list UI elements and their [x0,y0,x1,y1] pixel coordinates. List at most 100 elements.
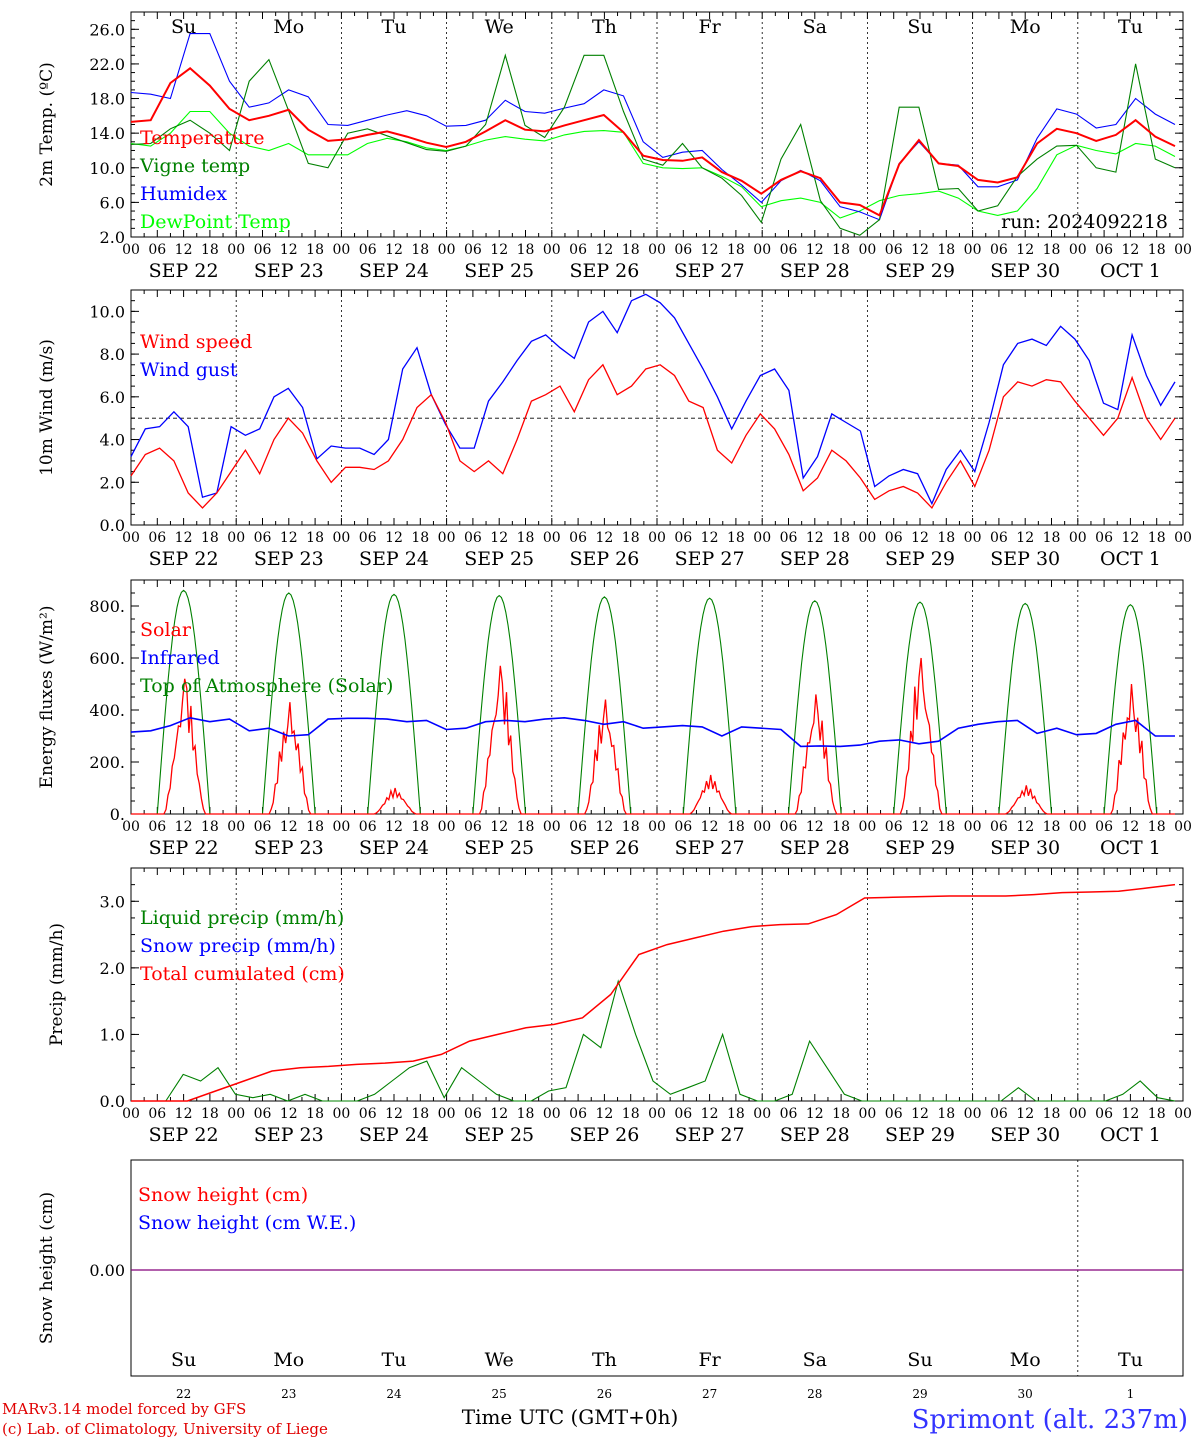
hour-tick-label: 18 [622,242,640,258]
hour-tick-label: 18 [1043,819,1061,835]
hour-tick-label: 18 [937,819,955,835]
hour-tick-label: 00 [648,530,666,546]
y-tick-label: 6.0 [100,388,125,407]
y-tick-label: 6.0 [100,193,125,212]
hour-tick-label: 18 [1148,819,1166,835]
date-label: SEP 23 [254,548,324,570]
date-label: SEP 27 [675,837,745,859]
date-label: SEP 23 [254,1124,324,1146]
hour-tick-label: 00 [438,819,456,835]
hour-tick-label: 00 [964,819,982,835]
hour-tick-label: 18 [411,819,429,835]
hour-tick-label: 12 [595,242,613,258]
hour-tick-label: 06 [254,530,272,546]
hour-tick-label: 00 [648,819,666,835]
hour-tick-label: 06 [780,530,798,546]
hour-tick-label: 00 [332,530,350,546]
date-label: SEP 29 [885,1124,955,1146]
legend-entry: Snow height (cm) [138,1184,308,1206]
day-name-label: Su [907,16,932,38]
y-tick-label: 10.0 [89,302,125,321]
hour-tick-label: 06 [569,819,587,835]
hour-tick-label: 12 [175,1106,193,1122]
legend-entry: Solar [140,619,192,641]
hour-tick-label: 06 [1095,819,1113,835]
hour-tick-label: 06 [148,1106,166,1122]
hour-tick-label: 00 [753,819,771,835]
hour-tick-label: 00 [648,242,666,258]
date-label: SEP 30 [990,1124,1060,1146]
hour-tick-label: 12 [385,1106,403,1122]
hour-tick-label: 06 [885,1106,903,1122]
precipitation-panel: 00 06 12 18 00 06 12 18 00 06 12 18 00 06 12 18 00 06 12 18… [47,867,1192,1146]
hour-tick-label: 00 [1174,1106,1192,1122]
date-label: SEP 22 [149,837,219,859]
hour-tick-label: 00 [227,530,245,546]
day-name-label: We [485,1349,514,1371]
day-name-label: Mo [273,16,304,38]
day-name-label: Mo [1010,16,1041,38]
hour-tick-label: 00 [1174,819,1192,835]
hour-tick-label: 12 [806,530,824,546]
hour-tick-label: 00 [332,242,350,258]
day-name-label: Su [171,1349,196,1371]
legend-entry: Vigne temp [139,155,250,177]
hour-tick-label: 18 [1148,1106,1166,1122]
date-label: SEP 29 [885,548,955,570]
hour-tick-label: 12 [490,530,508,546]
hour-tick-label: 12 [1016,1106,1034,1122]
y-tick-label: 22.0 [89,55,125,74]
legend-entry: Wind speed [140,331,252,353]
temperature-panel: 00 06 12 18 00 06 12 18 00 06 12 18 00 06 12 18 00 06 12 18… [37,11,1192,282]
hour-tick-label: 00 [1174,242,1192,258]
date-label: OCT 1 [1100,548,1161,570]
hour-tick-label: 18 [517,819,535,835]
hour-tick-label: 12 [1121,819,1139,835]
hour-tick-label: 12 [911,819,929,835]
y-tick-label: 8.0 [100,345,125,364]
hour-tick-label: 00 [858,1106,876,1122]
hour-tick-label: 18 [727,242,745,258]
hour-tick-label: 06 [990,1106,1008,1122]
hour-tick-label: 18 [1043,530,1061,546]
hour-tick-label: 06 [780,242,798,258]
hour-tick-label: 12 [1016,530,1034,546]
day-name-label: Sa [803,1349,827,1371]
hour-tick-label: 12 [701,819,719,835]
date-label: SEP 30 [990,837,1060,859]
date-label: SEP 22 [149,1124,219,1146]
day-name-label: Th [592,16,617,38]
day-number-label: 1 [1127,1387,1135,1401]
hour-tick-label: 18 [727,1106,745,1122]
day-number-label: 29 [912,1387,927,1401]
date-label: SEP 25 [464,548,534,570]
legend-entry: DewPoint Temp [140,211,291,233]
hour-tick-label: 18 [517,1106,535,1122]
hour-tick-label: 00 [332,819,350,835]
hour-tick-label: 06 [885,530,903,546]
hour-tick-label: 18 [306,242,324,258]
day-name-label: We [485,16,514,38]
hour-tick-label: 18 [622,819,640,835]
y-tick-label: 18.0 [89,90,125,109]
hour-tick-label: 12 [701,1106,719,1122]
hour-tick-label: 12 [806,1106,824,1122]
hour-tick-label: 12 [911,530,929,546]
y-tick-label: 800. [89,597,125,616]
date-label: SEP 27 [675,1124,745,1146]
date-label: SEP 22 [149,260,219,282]
y-tick-label: 3.0 [100,892,125,911]
hour-tick-label: 00 [1174,530,1192,546]
model-credit: MARv3.14 model forced by GFS [2,1400,246,1418]
hour-tick-label: 12 [701,530,719,546]
hour-tick-label: 06 [885,819,903,835]
series-line-liquid-precip [131,979,1176,1102]
hour-tick-label: 18 [201,819,219,835]
hour-tick-label: 00 [227,819,245,835]
footer: MARv3.14 model forced by GFS (c) Lab. of… [2,1400,1188,1438]
date-label: SEP 26 [569,1124,639,1146]
hour-tick-label: 06 [148,530,166,546]
hour-tick-label: 12 [280,819,298,835]
date-label: SEP 24 [359,1124,429,1146]
hour-tick-label: 00 [858,819,876,835]
